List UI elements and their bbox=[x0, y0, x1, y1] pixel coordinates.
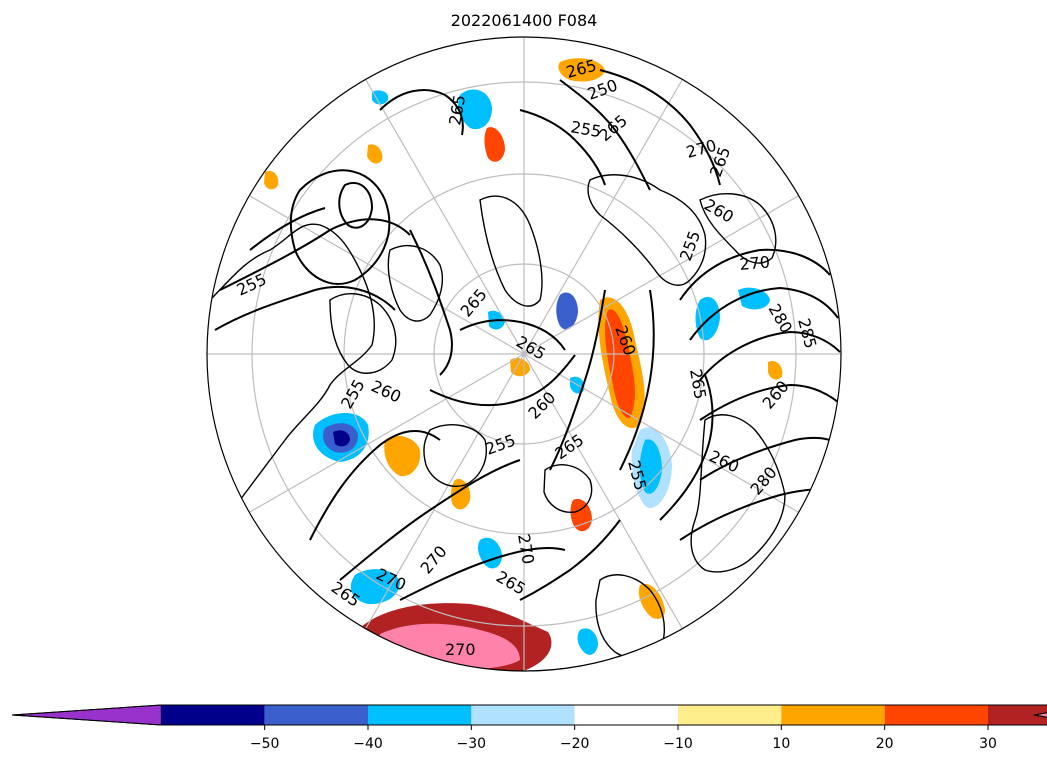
cold-anomaly-region bbox=[639, 439, 662, 494]
figure-title: 2022061400 F084 bbox=[451, 11, 598, 30]
warm-anomaly-region bbox=[264, 170, 279, 190]
cold-anomaly-region bbox=[350, 569, 400, 605]
cold-anomaly-region bbox=[458, 89, 492, 130]
colorbar-segment-min-extend bbox=[11, 704, 162, 726]
colorbar-tick-label: −30 bbox=[457, 736, 487, 752]
colorbar-tick-label: 30 bbox=[979, 736, 997, 752]
polar-map: 255 250 265 270 265 265 255 260 255 265 … bbox=[206, 36, 842, 672]
coastlines bbox=[209, 174, 786, 659]
colorbar-tick-label: −40 bbox=[353, 736, 383, 752]
colorbar-segment bbox=[574, 705, 678, 725]
anomaly-shading bbox=[264, 58, 783, 671]
cold-anomaly-region bbox=[477, 537, 502, 569]
warm-anomaly-region bbox=[367, 144, 383, 164]
colorbar-tick-label: −20 bbox=[560, 736, 590, 752]
colorbar-tick-label: −50 bbox=[250, 736, 280, 752]
contour-lines bbox=[214, 69, 841, 601]
colorbar-ticks: −50−40−30−20−101020304050 bbox=[250, 725, 997, 752]
cold-anomaly-region bbox=[556, 292, 578, 330]
contour-label: 270 bbox=[445, 640, 476, 659]
warm-anomaly-region bbox=[484, 127, 505, 162]
warm-anomaly-region bbox=[768, 360, 783, 380]
cold-anomaly-region bbox=[577, 628, 598, 655]
warm-anomaly-region bbox=[384, 435, 421, 477]
cold-anomaly-region bbox=[738, 287, 770, 310]
colorbar-segment bbox=[161, 705, 265, 725]
graticule bbox=[207, 37, 841, 671]
cold-anomaly-region bbox=[333, 430, 350, 447]
colorbar-segment bbox=[471, 705, 575, 725]
colorbar-segment-max-extend bbox=[1033, 712, 1047, 718]
cold-anomaly-region bbox=[372, 90, 389, 105]
warm-anomaly-region bbox=[558, 58, 605, 82]
colorbar: −50−40−30−20−101020304050 bbox=[11, 704, 1047, 752]
contour-label: 270 bbox=[739, 252, 771, 274]
colorbar-tick-label: 10 bbox=[772, 736, 790, 752]
warm-anomaly-region bbox=[510, 358, 530, 377]
colorbar-tick-label: 20 bbox=[876, 736, 894, 752]
colorbar-tick-label: −10 bbox=[663, 736, 693, 752]
colorbar-segment bbox=[884, 705, 988, 725]
warm-anomaly-region bbox=[638, 583, 665, 619]
colorbar-segment bbox=[264, 705, 368, 725]
colorbar-segment bbox=[781, 705, 885, 725]
colorbar-segment bbox=[988, 705, 1047, 725]
map-boundary bbox=[206, 36, 842, 672]
colorbar-frame bbox=[11, 704, 1047, 726]
colorbar-segment bbox=[368, 705, 472, 725]
colorbar-segment bbox=[678, 705, 782, 725]
colorbar-segments bbox=[11, 704, 1047, 726]
